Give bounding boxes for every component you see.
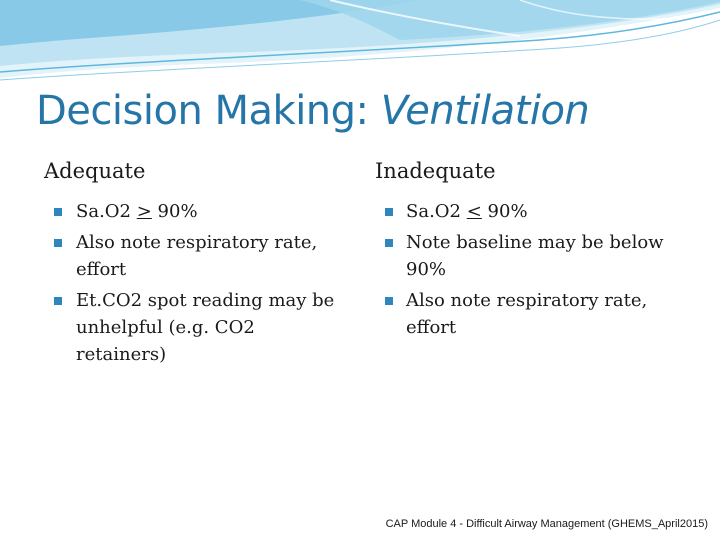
bullet-text-after: 90% [481,201,528,222]
list-item: Also note respiratory rate, effort [375,287,674,341]
bullet-text-before: Sa.O2 [76,201,137,222]
header-wave-decoration [0,0,720,81]
bullet-text: Et.CO2 spot reading may be unhelpful (e.… [76,290,335,365]
list-item: Also note respiratory rate, effort [44,229,346,283]
bullet-text: Also note respiratory rate, effort [76,232,318,280]
column-heading-inadequate: Inadequate [375,159,496,183]
slide-title: Decision Making: Ventilation [36,88,590,134]
bullet-list-inadequate: Sa.O2 < 90% Note baseline may be below 9… [375,198,675,341]
less-or-equal-symbol: < [466,201,482,222]
square-bullet-icon [385,239,393,247]
bullet-text-after: 90% [151,201,198,222]
bullet-text: Note baseline may be below 90% [406,232,664,280]
list-item: Et.CO2 spot reading may be unhelpful (e.… [44,287,346,368]
square-bullet-icon [385,297,393,305]
list-item: Sa.O2 > 90% [44,198,346,225]
square-bullet-icon [54,239,62,247]
column-adequate: Adequate Sa.O2 > 90% Also note respirato… [44,156,344,372]
list-item: Note baseline may be below 90% [375,229,674,283]
square-bullet-icon [54,208,62,216]
column-heading-adequate: Adequate [44,159,146,183]
bullet-text: Also note respiratory rate, effort [406,290,648,338]
greater-or-equal-symbol: > [136,201,152,222]
title-emphasis: Ventilation [380,88,590,134]
column-inadequate: Inadequate Sa.O2 < 90% Note baseline may… [375,156,675,345]
list-item: Sa.O2 < 90% [375,198,674,225]
bullet-list-adequate: Sa.O2 > 90% Also note respiratory rate, … [44,198,344,368]
square-bullet-icon [54,297,62,305]
square-bullet-icon [385,208,393,216]
title-main: Decision Making: [36,88,381,134]
slide-footer: CAP Module 4 - Difficult Airway Manageme… [385,518,708,530]
bullet-text-before: Sa.O2 [406,201,467,222]
